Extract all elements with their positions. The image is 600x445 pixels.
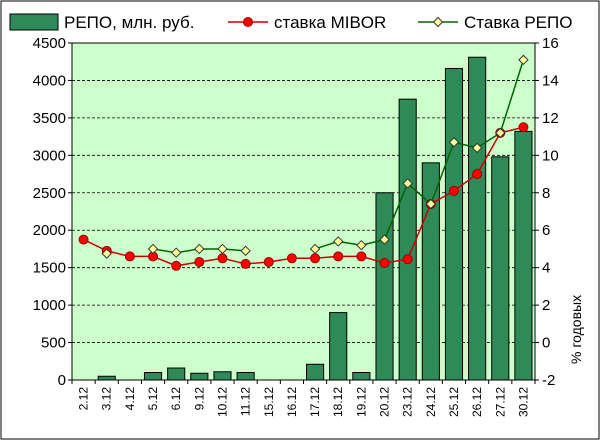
y2-tick-label: 10	[542, 147, 559, 164]
bar-repo-volume	[375, 192, 394, 381]
point-mibor	[286, 253, 297, 264]
bar-repo-volume	[213, 371, 232, 381]
legend-marker-repo-rate	[432, 16, 444, 28]
bar-repo-volume	[398, 98, 417, 381]
point-mibor	[356, 251, 367, 262]
point-repo-rate	[425, 198, 437, 210]
point-mibor	[333, 251, 344, 262]
x-tick-label: 10.12	[215, 387, 229, 417]
bar-repo-volume	[97, 375, 116, 381]
bar-repo-volume	[167, 367, 186, 381]
point-repo-rate	[471, 142, 483, 154]
x-tick-label: 3.12	[100, 387, 114, 411]
x-tick-label: 26.12	[470, 387, 484, 417]
point-repo-rate	[194, 243, 205, 255]
legend-label-mibor: ставка MIBOR	[274, 13, 386, 32]
bar-repo-volume	[491, 156, 510, 381]
bar-repo-volume	[143, 372, 163, 381]
bar-repo-volume	[352, 372, 371, 381]
point-repo-rate	[495, 127, 506, 139]
bar-repo-volume	[468, 56, 487, 381]
y-tick-label: 2000	[33, 222, 66, 239]
point-repo-rate	[448, 137, 460, 148]
x-tick-label: 19.12	[354, 387, 368, 417]
point-mibor	[194, 257, 205, 268]
y-tick-label: 2500	[33, 185, 66, 202]
x-tick-label: 17.12	[308, 387, 322, 417]
legend-marker-mibor	[243, 17, 253, 27]
bar-repo-volume	[514, 130, 533, 381]
point-repo-rate	[147, 243, 159, 255]
point-repo-rate	[356, 239, 367, 251]
x-tick-label: 16.12	[285, 387, 299, 417]
y2-tick-label: 12	[542, 110, 559, 127]
x-tick-label: 5.12	[146, 387, 160, 411]
bar-repo-volume	[306, 363, 325, 381]
point-mibor	[124, 251, 135, 262]
y-tick-label: 1000	[33, 297, 66, 314]
point-repo-rate	[402, 178, 413, 189]
x-tick-label: 9.12	[192, 387, 206, 411]
x-tick-label: 6.12	[169, 387, 183, 411]
x-tick-label: 18.12	[331, 387, 345, 417]
bar-repo-volume	[236, 372, 255, 381]
point-mibor	[217, 253, 228, 264]
x-tick-label: 4.12	[123, 387, 137, 411]
point-mibor	[78, 234, 89, 245]
line-repo-rate	[314, 59, 525, 250]
y2-tick-label: 0	[542, 335, 550, 352]
point-mibor	[310, 253, 321, 264]
y-tick-label: 3000	[33, 147, 66, 164]
point-mibor	[171, 260, 182, 271]
legend-label-repo-volume: РЕПО, млн. руб.	[64, 13, 194, 32]
legend-swatch-repo-volume	[9, 13, 59, 31]
y-tick-label: 3500	[33, 110, 66, 127]
point-mibor	[379, 257, 390, 268]
point-mibor	[448, 185, 459, 196]
x-tick-label: 30.12	[516, 387, 530, 417]
y2-axis-label: % годовых	[568, 295, 584, 364]
point-mibor	[263, 257, 274, 268]
y2-tick-label: 6	[542, 222, 550, 239]
plot-area	[72, 43, 535, 380]
x-tick-label: 27.12	[493, 387, 507, 417]
y2-tick-label: 8	[542, 185, 550, 202]
bar-repo-volume	[444, 67, 464, 381]
x-tick-label: 15.12	[262, 387, 276, 417]
x-tick-label: 20.12	[378, 387, 392, 417]
x-tick-label: 25.12	[447, 387, 461, 417]
point-repo-rate	[240, 245, 251, 257]
point-repo-rate	[170, 247, 182, 258]
y2-tick-label: 16	[542, 35, 559, 52]
y2-tick-label: 2	[542, 297, 550, 314]
point-mibor	[472, 169, 483, 180]
point-repo-rate	[518, 54, 529, 66]
point-repo-rate	[101, 248, 112, 259]
y2-tick-label: -2	[542, 372, 555, 389]
point-repo-rate	[309, 243, 321, 255]
y-tick-label: 0	[58, 372, 66, 389]
legend-label-repo-rate: Ставка РЕПО	[464, 13, 572, 32]
y-tick-label: 4000	[33, 72, 66, 89]
y-tick-label: 1500	[33, 260, 66, 277]
bar-repo-volume	[190, 372, 209, 381]
bar-repo-volume	[329, 312, 348, 381]
point-repo-rate	[333, 236, 344, 247]
x-tick-label: 24.12	[424, 387, 438, 417]
bar-repo-volume	[421, 162, 440, 381]
point-mibor	[518, 122, 529, 133]
y2-tick-label: 14	[542, 72, 559, 89]
y-tick-label: 500	[41, 335, 66, 352]
point-repo-rate	[379, 234, 390, 245]
x-tick-label: 23.12	[401, 387, 415, 417]
point-repo-rate	[217, 243, 228, 255]
x-tick-label: 11.12	[239, 387, 253, 416]
point-mibor	[402, 254, 413, 265]
x-tick-label: 2.12	[77, 387, 91, 411]
point-mibor	[240, 258, 251, 269]
y2-tick-label: 4	[542, 260, 550, 277]
y-tick-label: 4500	[33, 35, 66, 52]
